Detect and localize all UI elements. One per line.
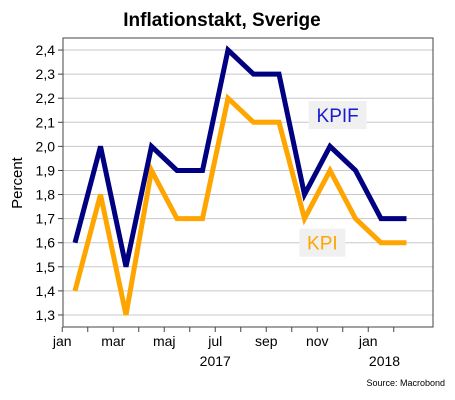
y-tick-labels: 1,3 1,4 1,5 1,6 1,7 1,8 1,9 2,0 2,1 2,2 2,3 2,4 bbox=[36, 42, 63, 323]
y-tick-label: 1,5 bbox=[36, 259, 56, 275]
series-line-kpif bbox=[72, 45, 407, 268]
y-tick-label: 2,0 bbox=[36, 138, 56, 154]
y-tick-label: 1,6 bbox=[36, 235, 56, 251]
y-tick-label: 1,7 bbox=[36, 211, 56, 227]
x-tick-label: jul bbox=[207, 333, 222, 349]
series-label-kpif: KPIF bbox=[317, 106, 359, 127]
chart-title: Inflationstakt, Sverige bbox=[123, 10, 320, 31]
x-tick-label: maj bbox=[153, 333, 176, 349]
y-tick-label: 2,4 bbox=[36, 42, 56, 58]
series-lines bbox=[72, 45, 407, 316]
y-tick-label: 1,8 bbox=[36, 187, 56, 203]
series-label-box bbox=[299, 228, 346, 257]
series-line-kpi bbox=[72, 93, 407, 316]
year-label: 2017 bbox=[200, 353, 231, 369]
y-tick-label: 1,9 bbox=[36, 162, 56, 178]
y-tick-label: 1,4 bbox=[36, 283, 56, 299]
source-note: Source: Macrobond bbox=[366, 378, 445, 388]
y-tick-label: 2,3 bbox=[36, 66, 56, 82]
x-tick-label: sep bbox=[255, 333, 278, 349]
plot-frame bbox=[62, 37, 434, 328]
year-label: 2018 bbox=[369, 353, 400, 369]
y-tick-label: 1,3 bbox=[36, 307, 56, 323]
series-labels: KPIF KPI bbox=[299, 101, 367, 257]
series-label-kpi: KPI bbox=[307, 234, 338, 255]
x-tick-label: jan bbox=[52, 333, 72, 349]
x-tick-labels: jan mar maj jul sep nov jan 2017 2018 bbox=[52, 327, 400, 369]
x-tick-label: mar bbox=[101, 333, 125, 349]
x-tick-label: jan bbox=[358, 333, 378, 349]
series-label-box bbox=[308, 101, 367, 130]
y-tick-label: 2,1 bbox=[36, 114, 56, 130]
y-axis-label: Percent bbox=[9, 156, 26, 209]
y-tick-label: 2,2 bbox=[36, 90, 56, 106]
x-tick-label: nov bbox=[306, 333, 329, 349]
